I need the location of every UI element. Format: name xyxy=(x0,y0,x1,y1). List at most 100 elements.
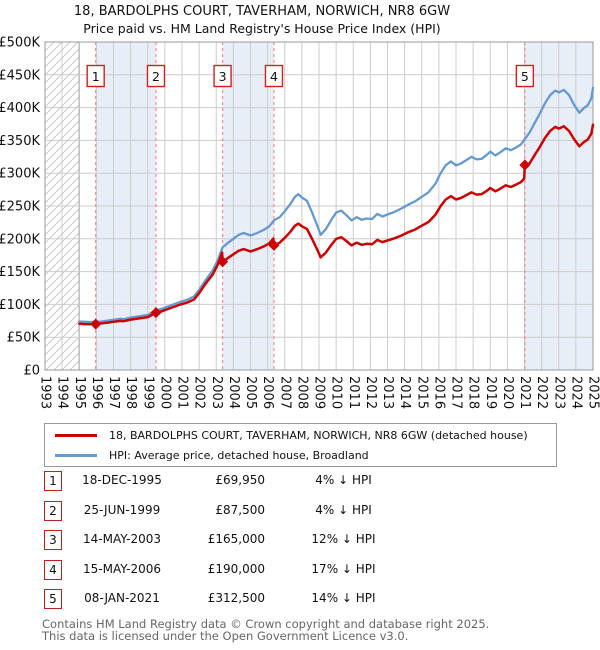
sale-number-box xyxy=(264,64,284,88)
sale-vs-hpi: 12% ↓ HPI xyxy=(311,532,376,547)
sales-table: 1 18-DEC-1995 £69,950 4% ↓ HPI 2 25-JUN-1999 £… xyxy=(40,469,560,617)
sale-vs-hpi: 4% ↓ HPI xyxy=(315,502,372,517)
sale-point-marker xyxy=(519,159,531,171)
sale-number-badge: 2 xyxy=(44,500,62,521)
sale-number-box xyxy=(146,64,166,88)
sale-number-badge: 4 xyxy=(44,559,62,580)
sale-number-box xyxy=(213,64,232,88)
svg-text:2003: 2003 xyxy=(209,376,224,409)
svg-text:£400K: £400K xyxy=(0,101,40,116)
svg-text:2017: 2017 xyxy=(449,376,464,409)
page-title: 18, BARDOLPHS COURT, TAVERHAM, NORWICH, … xyxy=(73,4,451,19)
price-history-chart: 1 2 3 4 5 £0 £50K £100K £150K £200K £250K £300K £350… xyxy=(0,36,600,410)
svg-text:2014: 2014 xyxy=(397,376,412,409)
sale-number-badge: 5 xyxy=(44,589,62,610)
sale-number-box xyxy=(515,64,535,88)
svg-text:2005: 2005 xyxy=(243,376,258,409)
sale-date: 08-JAN-2021 xyxy=(84,591,160,606)
svg-text:2013: 2013 xyxy=(380,376,395,409)
sale-vs-hpi: 4% ↓ HPI xyxy=(315,473,372,487)
svg-text:2020: 2020 xyxy=(500,376,515,409)
svg-text:1996: 1996 xyxy=(89,376,104,409)
plot-border xyxy=(44,41,594,371)
legend-label: 18, BARDOLPHS COURT, TAVERHAM, NORWICH, … xyxy=(109,428,528,442)
sale-point-marker xyxy=(268,239,280,251)
svg-text:1993: 1993 xyxy=(38,376,53,409)
legend-item-property: 18, BARDOLPHS COURT, TAVERHAM, NORWICH, … xyxy=(45,426,556,444)
sale-row: 2 25-JUN-1999 £87,500 4% ↓ HPI xyxy=(40,499,560,529)
svg-text:2006: 2006 xyxy=(260,376,275,409)
sale-date: 14-MAY-2003 xyxy=(82,532,161,547)
sale-price: £312,500 xyxy=(207,591,265,606)
sale-number-label: 5 xyxy=(521,69,529,84)
svg-text:2002: 2002 xyxy=(192,376,207,409)
svg-text:2022: 2022 xyxy=(534,376,549,409)
sale-row: 4 15-MAY-2006 £190,000 17% ↓ HPI xyxy=(40,558,560,588)
sale-price: £190,000 xyxy=(207,561,265,576)
hpi-average-line xyxy=(78,86,595,324)
sale-point-marker xyxy=(217,256,229,268)
svg-text:£150K: £150K xyxy=(0,265,40,280)
svg-text:2012: 2012 xyxy=(363,376,378,409)
sale-price: £69,950 xyxy=(215,473,265,487)
svg-text:1997: 1997 xyxy=(106,376,121,409)
svg-text:2010: 2010 xyxy=(329,376,344,409)
x-axis-labels: 1993 1994 1995 1996 1997 1998 1999 2000 2001 2002… xyxy=(38,376,600,409)
sale-number-badge: 1 xyxy=(44,471,62,491)
sale-vs-hpi: 17% ↓ HPI xyxy=(311,561,376,576)
svg-text:£0: £0 xyxy=(23,364,40,379)
sale-vs-hpi: 14% ↓ HPI xyxy=(311,591,376,606)
sale-number-label: 3 xyxy=(219,69,227,84)
svg-text:2016: 2016 xyxy=(431,376,446,409)
legend-line-swatch xyxy=(55,433,97,437)
sale-point-marker xyxy=(150,307,162,319)
sale-row: 5 08-JAN-2021 £312,500 14% ↓ HPI xyxy=(40,587,560,617)
svg-text:2021: 2021 xyxy=(517,376,532,409)
svg-text:2001: 2001 xyxy=(175,376,190,409)
footer-licence: This data is licensed under the Open Gov… xyxy=(42,629,409,644)
legend-line-swatch xyxy=(55,453,97,457)
page-subtitle: Price paid vs. HM Land Registry's House … xyxy=(83,21,441,36)
svg-text:2011: 2011 xyxy=(346,376,361,409)
sale-point-marker xyxy=(90,318,102,330)
svg-text:1999: 1999 xyxy=(140,376,155,409)
svg-text:£100K: £100K xyxy=(0,298,40,313)
y-axis-labels: £0 £50K £100K £150K £200K £250K £300K £350K £400… xyxy=(0,36,40,379)
sale-row: 1 18-DEC-1995 £69,950 4% ↓ HPI xyxy=(40,469,560,499)
sale-price: £165,000 xyxy=(207,532,265,547)
sale-number-badge: 3 xyxy=(44,530,62,551)
svg-text:1998: 1998 xyxy=(123,376,138,409)
footer-copyright: Contains HM Land Registry data © Crown c… xyxy=(42,617,490,631)
svg-text:2007: 2007 xyxy=(277,376,292,409)
footer: Contains HM Land Registry data © Crown c… xyxy=(42,618,489,643)
svg-text:1995: 1995 xyxy=(72,376,87,409)
svg-text:£500K: £500K xyxy=(0,36,40,51)
svg-text:£450K: £450K xyxy=(0,68,40,83)
svg-text:2024: 2024 xyxy=(568,376,583,409)
svg-text:2009: 2009 xyxy=(312,376,327,409)
svg-text:2000: 2000 xyxy=(157,376,172,409)
legend: 18, BARDOLPHS COURT, TAVERHAM, NORWICH, … xyxy=(44,423,557,467)
sale-number-label: 1 xyxy=(92,69,100,84)
sale-date: 25-JUN-1999 xyxy=(83,502,161,517)
sale-number-box xyxy=(86,64,105,88)
sale-date: 18-DEC-1995 xyxy=(82,473,162,487)
sale-number-label: 2 xyxy=(152,69,160,84)
legend-label: HPI: Average price, detached house, Broa… xyxy=(109,448,369,462)
svg-text:£300K: £300K xyxy=(0,167,40,182)
svg-text:2019: 2019 xyxy=(483,376,498,409)
property-price-line xyxy=(78,123,595,326)
sale-number-label: 4 xyxy=(270,69,278,84)
svg-text:2018: 2018 xyxy=(466,376,481,409)
svg-text:£250K: £250K xyxy=(0,200,40,215)
svg-text:2023: 2023 xyxy=(551,376,566,409)
svg-text:£350K: £350K xyxy=(0,134,40,149)
sale-price: £87,500 xyxy=(215,502,265,517)
svg-text:2008: 2008 xyxy=(294,376,309,409)
svg-text:2025: 2025 xyxy=(586,376,600,409)
sale-row: 3 14-MAY-2003 £165,000 12% ↓ HPI xyxy=(40,528,560,558)
svg-text:1994: 1994 xyxy=(55,376,70,409)
svg-text:2015: 2015 xyxy=(414,376,429,409)
sale-date: 15-MAY-2006 xyxy=(82,561,161,576)
